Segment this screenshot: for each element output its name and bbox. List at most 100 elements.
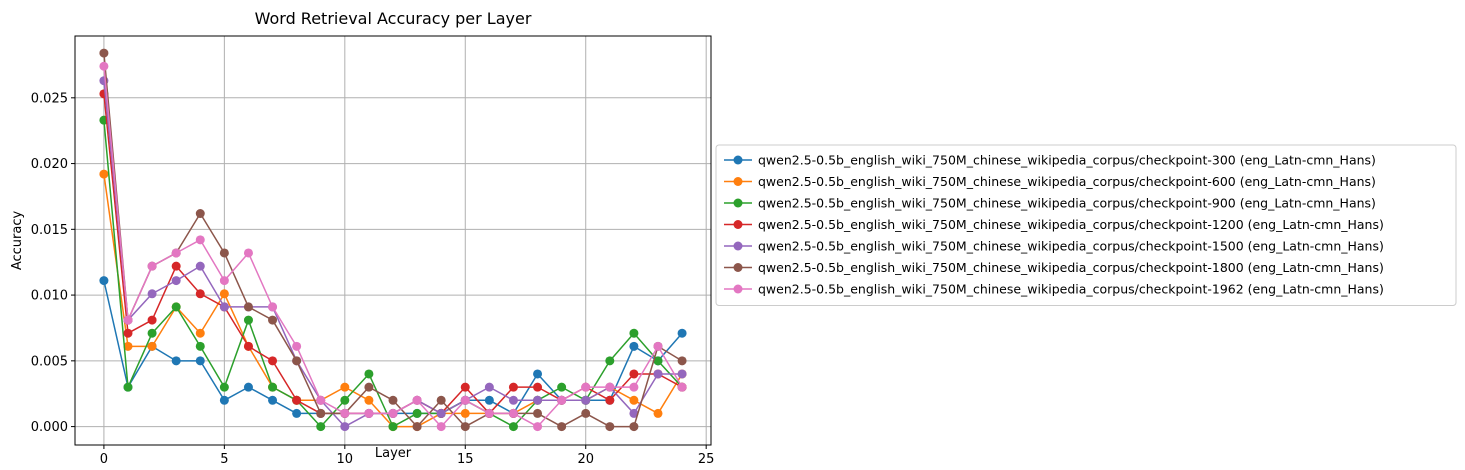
data-point	[340, 422, 350, 432]
data-point	[557, 382, 567, 392]
y-axis-label: Accuracy	[10, 211, 25, 271]
x-tick-label: 20	[577, 452, 594, 467]
series-line	[103, 120, 683, 428]
data-point	[147, 315, 157, 325]
data-point	[388, 395, 398, 405]
legend-item: qwen2.5-0.5b_english_wiki_750M_chinese_w…	[724, 217, 1384, 232]
x-tick-label: 10	[337, 452, 354, 467]
data-point	[171, 356, 181, 366]
data-point	[508, 422, 518, 432]
data-point	[412, 422, 422, 432]
series-line	[103, 280, 683, 415]
data-point	[436, 422, 446, 432]
data-point	[123, 382, 133, 392]
data-point	[629, 422, 639, 432]
series-4	[99, 89, 687, 418]
data-point	[653, 369, 663, 379]
legend-item: qwen2.5-0.5b_english_wiki_750M_chinese_w…	[724, 153, 1376, 168]
legend-label: qwen2.5-0.5b_english_wiki_750M_chinese_w…	[758, 260, 1384, 275]
legend-label: qwen2.5-0.5b_english_wiki_750M_chinese_w…	[758, 196, 1376, 211]
data-point	[460, 422, 470, 432]
data-point	[195, 261, 205, 271]
data-point	[629, 382, 639, 392]
data-point	[557, 395, 567, 405]
data-point	[629, 328, 639, 338]
data-point	[677, 382, 687, 392]
data-point	[412, 408, 422, 418]
y-axis-ticks: 0.000 0.005 0.010 0.015 0.020 0.025	[31, 91, 75, 435]
data-point	[460, 408, 470, 418]
chart-title: Word Retrieval Accuracy per Layer	[255, 9, 532, 28]
data-point	[171, 276, 181, 286]
data-point	[436, 395, 446, 405]
data-point	[533, 422, 543, 432]
data-point	[508, 408, 518, 418]
data-point	[484, 382, 494, 392]
legend-item: qwen2.5-0.5b_english_wiki_750M_chinese_w…	[724, 282, 1384, 297]
data-point	[268, 302, 278, 312]
data-point	[605, 422, 615, 432]
data-point	[147, 261, 157, 271]
legend-marker	[733, 155, 743, 165]
data-point	[123, 328, 133, 338]
data-point	[653, 408, 663, 418]
data-point	[219, 382, 229, 392]
data-point	[195, 209, 205, 219]
data-point	[533, 408, 543, 418]
data-point	[581, 395, 591, 405]
data-point	[364, 369, 374, 379]
plot-frame	[74, 35, 712, 446]
legend-label: qwen2.5-0.5b_english_wiki_750M_chinese_w…	[758, 174, 1376, 189]
data-point	[171, 302, 181, 312]
data-point	[460, 395, 470, 405]
data-point	[243, 341, 253, 351]
data-point	[316, 395, 326, 405]
data-point	[195, 328, 205, 338]
series-line	[103, 93, 683, 415]
data-point	[533, 395, 543, 405]
data-point	[123, 341, 133, 351]
data-point	[412, 395, 422, 405]
data-point	[243, 382, 253, 392]
y-tick-label: 0.000	[31, 420, 68, 435]
series-line	[103, 53, 683, 428]
data-point	[605, 395, 615, 405]
data-point	[195, 341, 205, 351]
data-point	[243, 315, 253, 325]
data-point	[629, 395, 639, 405]
data-point	[484, 395, 494, 405]
data-point	[268, 382, 278, 392]
data-point	[195, 289, 205, 299]
data-point	[243, 248, 253, 258]
legend-marker	[733, 263, 743, 272]
data-point	[147, 289, 157, 299]
legend-item: qwen2.5-0.5b_english_wiki_750M_chinese_w…	[724, 174, 1376, 189]
legend-label: qwen2.5-0.5b_english_wiki_750M_chinese_w…	[758, 153, 1376, 168]
data-point	[243, 302, 253, 312]
data-point	[364, 382, 374, 392]
data-point	[508, 395, 518, 405]
data-point	[533, 382, 543, 392]
x-tick-label: 5	[220, 452, 228, 467]
data-point	[195, 235, 205, 245]
data-point	[195, 356, 205, 366]
data-point	[605, 356, 615, 366]
legend-marker	[733, 284, 743, 294]
legend-marker	[733, 198, 743, 208]
data-point	[533, 369, 543, 379]
data-point	[292, 395, 302, 405]
legend-marker	[733, 220, 743, 229]
legend-item: qwen2.5-0.5b_english_wiki_750M_chinese_w…	[724, 239, 1384, 254]
data-point	[388, 408, 398, 418]
grid-lines	[75, 36, 711, 445]
legend: qwen2.5-0.5b_english_wiki_750M_chinese_w…	[715, 144, 1457, 306]
legend-label: qwen2.5-0.5b_english_wiki_750M_chinese_w…	[758, 239, 1384, 254]
data-point	[292, 408, 302, 418]
data-point	[340, 395, 350, 405]
series-line	[103, 66, 683, 428]
data-point	[364, 395, 374, 405]
legend-marker	[733, 241, 743, 251]
x-tick-label: 0	[100, 452, 108, 467]
series-6	[99, 48, 687, 432]
